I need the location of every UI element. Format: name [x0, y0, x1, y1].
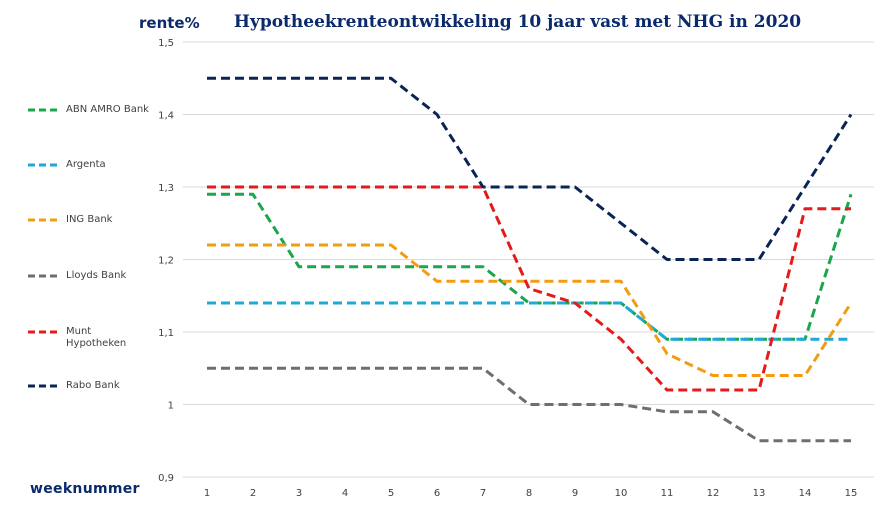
legend-label: Argenta	[66, 159, 106, 171]
legend-swatch	[28, 274, 60, 278]
x-tick-label: 7	[480, 488, 486, 499]
legend-label: Lloyds Bank	[66, 270, 126, 282]
y-tick-label: 1,1	[158, 328, 174, 339]
x-tick-label: 8	[526, 488, 532, 499]
y-tick-label: 1,2	[158, 256, 174, 267]
legend-item: Munt Hypotheken	[28, 326, 126, 350]
x-tick-label: 2	[250, 488, 256, 499]
legend-label: ING Bank	[66, 214, 112, 226]
legend-label-line: Hypotheken	[66, 338, 127, 349]
gridlines	[183, 41, 874, 478]
legend-item: Rabo Bank	[28, 380, 120, 392]
series-line-argenta	[207, 301, 851, 341]
x-tick-label: 1	[204, 488, 210, 499]
legend-swatch	[28, 330, 60, 334]
legend-label-line: ING Bank	[66, 214, 113, 225]
y-axis-label: rente%	[139, 14, 200, 32]
legend-label-line: Munt	[66, 326, 92, 337]
legend-item: ABN AMRO Bank	[28, 104, 149, 116]
series-line-abn-amro-bank	[207, 192, 853, 341]
x-tick-label: 6	[434, 488, 440, 499]
legend-swatch	[28, 163, 60, 167]
legend-swatch	[28, 384, 60, 388]
y-tick-label: 0,9	[158, 473, 174, 484]
y-tick-label: 1,4	[158, 111, 174, 122]
x-tick-label: 3	[296, 488, 302, 499]
legend-label-line: Rabo Bank	[66, 380, 120, 391]
legend-swatch	[28, 218, 60, 222]
series-lines	[207, 76, 853, 443]
legend-item: ING Bank	[28, 214, 112, 226]
legend-swatch	[28, 108, 60, 112]
series-line-rabo-bank	[207, 76, 853, 261]
legend-label-line: Argenta	[66, 159, 106, 170]
legend-label: Rabo Bank	[66, 380, 120, 392]
x-tick-label: 15	[845, 488, 858, 499]
legend-label: ABN AMRO Bank	[66, 104, 149, 116]
x-tick-label: 9	[572, 488, 578, 499]
y-tick-label: 1,5	[158, 38, 174, 49]
series-line-ing-bank	[207, 243, 853, 377]
x-tick-label: 12	[707, 488, 720, 499]
legend-label-line: Lloyds Bank	[66, 270, 127, 281]
x-tick-label: 13	[753, 488, 766, 499]
legend-label: Munt Hypotheken	[66, 326, 126, 350]
series-line-munt-hypotheken	[207, 185, 851, 392]
x-tick-label: 11	[661, 488, 674, 499]
legend-item: Argenta	[28, 159, 106, 171]
x-axis-ticks: 1 2 3 4 5 6 7 8 9 10 11 12 13 14 15	[204, 488, 858, 499]
legend-item: Lloyds Bank	[28, 270, 126, 282]
y-axis-ticks: 0,9 1 1,1 1,2 1,3 1,4 1,5	[158, 38, 174, 484]
y-tick-label: 1	[168, 401, 174, 412]
x-tick-label: 5	[388, 488, 394, 499]
x-tick-label: 14	[799, 488, 812, 499]
x-axis-label: weeknummer	[30, 481, 140, 497]
x-tick-label: 4	[342, 488, 348, 499]
chart-title: Hypotheekrenteontwikkeling 10 jaar vast …	[233, 12, 802, 32]
y-tick-label: 1,3	[158, 183, 174, 194]
legend-label-line: ABN AMRO Bank	[66, 104, 149, 115]
x-tick-label: 10	[615, 488, 628, 499]
